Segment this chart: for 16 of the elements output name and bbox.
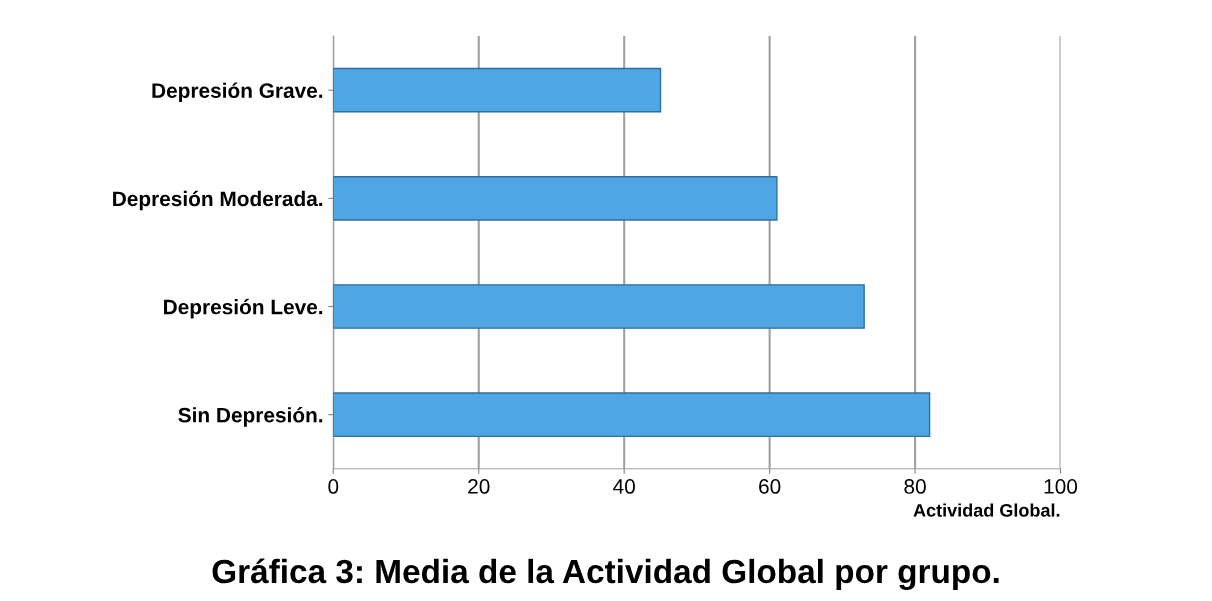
x-axis-title: Actividad Global.	[913, 503, 1060, 517]
bar	[333, 175, 778, 221]
x-tick-label: 80	[904, 479, 926, 494]
bar	[333, 67, 662, 113]
y-tick-label: Depresión Leve.	[164, 298, 323, 319]
x-tick-label: 100	[1044, 479, 1078, 494]
x-tick-label: 40	[613, 479, 635, 494]
text: Gráfica 3: Media de la Actividad Global por grupo.	[212, 558, 999, 591]
bar	[333, 392, 931, 438]
y-tick-label: Sin Depresión.	[178, 407, 323, 427]
y-tick-label: Depresión Grave.	[152, 82, 323, 103]
x-tick-label: 20	[468, 479, 490, 494]
y-tick-label: Depresión Moderada.	[113, 190, 323, 211]
bar	[333, 284, 865, 329]
x-tick-label: 60	[759, 479, 781, 494]
x-tick-label: 0	[328, 479, 339, 494]
